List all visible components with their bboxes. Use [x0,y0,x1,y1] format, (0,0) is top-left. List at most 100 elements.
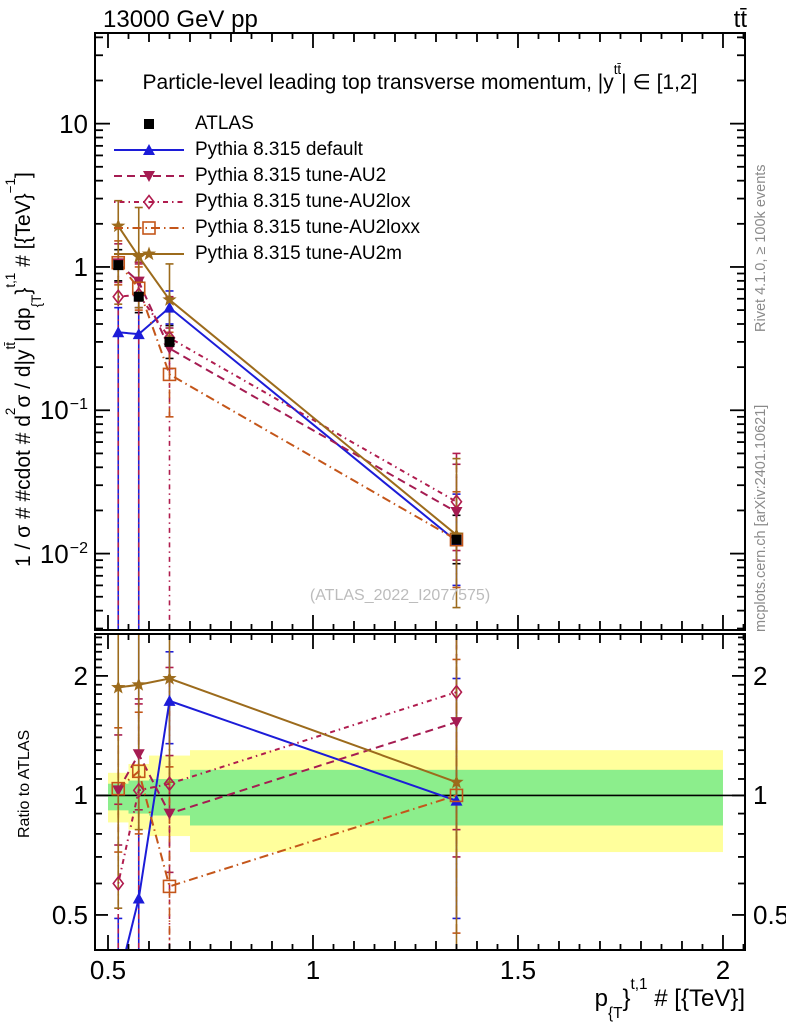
marker-au2m [449,527,464,541]
legend-sample-au2loxx [114,221,184,235]
marker-au2 [450,717,463,729]
ratio-tick-label-left: 1 [73,780,88,811]
plot-title-sup: tt̄ [613,61,622,77]
marker-au2lox [132,782,145,799]
x-tick-label: 1.5 [499,955,537,985]
marker-au2-legend [143,171,155,182]
marker-au2loxx-legend [142,221,156,235]
marker-atlas-legend [144,119,154,129]
ratio-line-au2 [117,721,457,815]
legend-label-au2m: Pythia 8.315 tune-AU2m [195,243,403,264]
marker-au2loxx [162,367,177,382]
ratio-tick-label-right: 0.5 [753,899,786,930]
ratio-series-lines [117,677,457,949]
x-tick-label: 2 [715,955,731,985]
axis-label-part: −1 [2,177,18,194]
marker-default [112,326,125,338]
y-tick-label-main: 10 [59,108,88,139]
axis-label-part: # [{TeV}] [647,985,745,1012]
marker-au2lox [163,775,176,792]
legend-item-au2m: Pythia 8.315 tune-AU2m [112,241,420,267]
marker-au2m [131,677,146,691]
marker-atlas [113,260,124,271]
y-tick-label-main: 10−2 [39,538,88,569]
marker-au2lox-legend [142,194,156,210]
legend-label-au2: Pythia 8.315 tune-AU2 [195,165,387,186]
ratio-tick-label-right: 1 [753,780,768,811]
mcplots-credit: mcplots.cern.ch [arXiv:2401.10621] [753,404,769,632]
ratio-line-default [125,699,457,949]
marker-au2m [111,218,126,233]
legend-label-default: Pythia 8.315 default [195,139,363,160]
ratio-tick-label-right: 2 [753,660,768,691]
plot-title-pre: Particle-level leading top transverse mo… [142,71,614,94]
legend-item-au2: Pythia 8.315 tune-AU2 [112,163,420,189]
ratio-line-au2lox [117,691,457,884]
ratio-line-au2m [118,677,457,784]
marker-au2loxx [449,788,464,803]
marker-au2 [112,785,125,797]
analysis-id-watermark: (ATLAS_2022_I2077575) [309,587,491,604]
legend-sample-default [114,144,184,155]
marker-default [163,301,176,313]
process-label: tt̄ [733,6,747,33]
ratio-series-markers [111,671,464,904]
legend: ATLAS Pythia 8.315 default Pythia 8.315 tu… [112,111,420,267]
x-axis-label: p{T}t,1 # [{TeV}] [420,976,745,1022]
line-au2loxx [117,262,457,541]
axis-label-part: p [594,985,608,1012]
main-series-lines [117,225,458,542]
axis-label-part: {T [607,1004,623,1022]
axis-label-part: t,1 [630,975,648,993]
legend-sample-au2lox [114,194,184,210]
y-tick-label-main: 1 [73,251,88,282]
marker-default [132,328,145,340]
marker-au2lox [450,493,463,510]
legend-label-au2loxx: Pythia 8.315 tune-AU2loxx [195,217,420,238]
axis-label-part: } [622,985,631,1012]
line-default [118,306,458,542]
marker-au2loxx [162,879,177,894]
marker-au2m-legend [141,246,157,261]
y-tick-label-main: 10−1 [39,395,88,426]
marker-au2loxx [111,781,126,796]
axes-and-frames [94,32,746,951]
main-series-markers [111,218,464,547]
line-au2m [117,225,458,536]
marker-atlas [164,336,175,347]
marker-au2 [163,808,176,820]
marker-au2m [449,774,464,789]
x-tick-label: 1 [305,955,321,985]
plot-title-post: | ∈ [1,2] [621,71,698,94]
axis-label-part: {T [28,294,44,308]
main-frame [94,32,746,631]
rivet-version-credit: Rivet 4.1.0, ≥ 100k events [753,164,769,332]
marker-au2m [131,249,146,263]
legend-label-atlas: ATLAS [195,113,254,134]
plot-title: Particle-level leading top transverse mo… [95,62,745,95]
marker-au2 [132,749,145,761]
legend-item-default: Pythia 8.315 default [112,137,420,163]
axis-label-part: tt̄ [2,342,18,350]
ratio-frame [94,633,746,951]
beam-energy-label: 13000 GeV pp [103,6,258,33]
legend-sample-atlas [144,119,154,129]
axis-label-part: } [12,287,35,295]
line-au2 [117,262,457,513]
line-au2lox [118,293,457,503]
marker-default [163,694,176,706]
marker-au2m [162,671,177,685]
ratio-axis-label: Ratio to ATLAS [16,729,33,838]
marker-default [132,892,145,904]
legend-sample-au2 [114,171,184,182]
x-tick-label: 0.5 [89,955,127,985]
marker-au2lox [450,684,463,700]
legend-sample-au2m [114,246,184,261]
marker-default-legend [143,144,155,155]
marker-atlas [133,291,144,302]
ratio-line-au2loxx [117,769,457,888]
ratio-tick-label-left: 2 [73,660,88,691]
marker-au2m [111,679,126,694]
